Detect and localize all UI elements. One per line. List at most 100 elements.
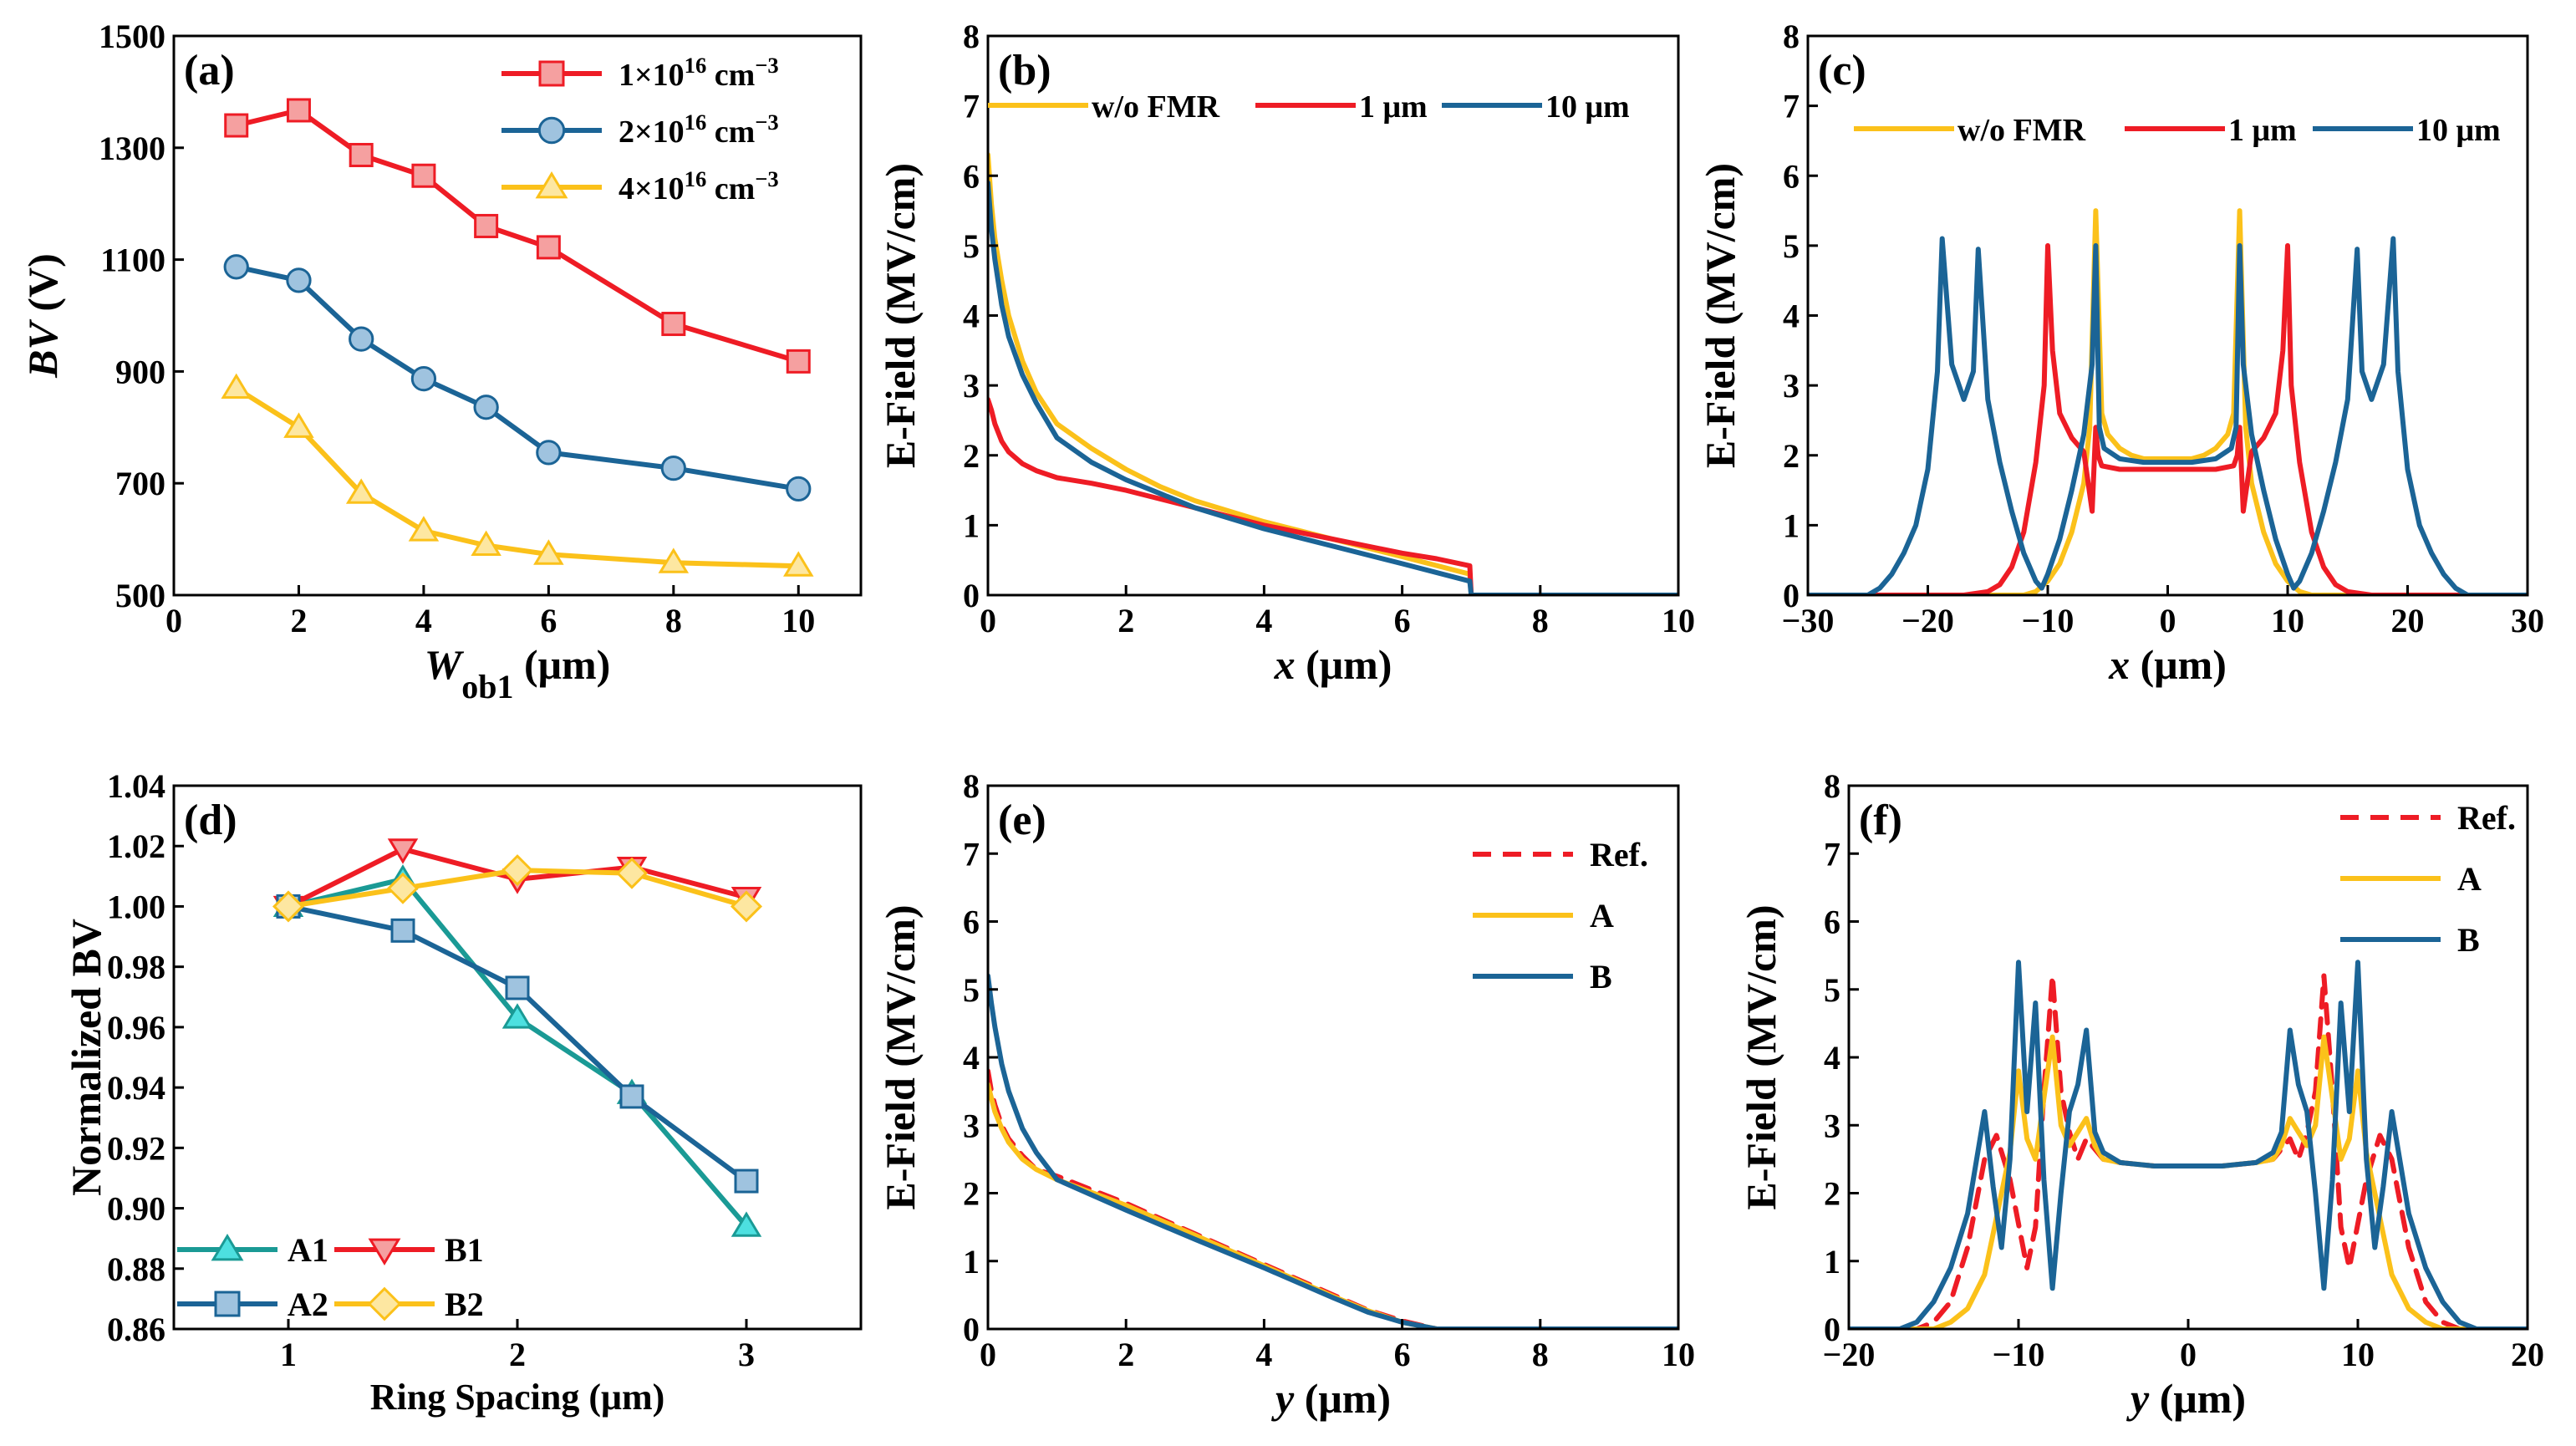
x-tick-label: 2: [509, 1336, 526, 1373]
y-tick-label: 0.86: [107, 1311, 165, 1348]
legend: w/o FMR 1 μm 10 μm: [988, 89, 1630, 125]
series-line-410-2: [233, 385, 802, 569]
y-axis-label: E-Field (MV/cm): [877, 163, 924, 468]
y-axis-label: E-Field (MV/cm): [877, 904, 924, 1209]
legend-label: w/o FMR: [1092, 89, 1220, 125]
data-point: [658, 547, 690, 573]
legend-label: A1: [288, 1231, 328, 1269]
legend-label: B: [1590, 958, 1612, 995]
panel-a: 0 2 4 6 8 10 500 700 900 1100 1300 1500 (a) Wob1 (μm)…: [19, 18, 863, 705]
y-tick-label: 2: [1783, 437, 1800, 475]
x-axis-label: Ring Spacing (μm): [370, 1377, 665, 1418]
data-point: [473, 395, 499, 420]
x-tick-label: 2: [1117, 1336, 1134, 1373]
series-line-210-1: [233, 264, 802, 491]
y-tick-label: 1300: [99, 130, 165, 167]
y-tick-label: 5: [963, 971, 980, 1009]
legend-label: 10 μm: [1545, 89, 1630, 125]
y-tick-label: 7: [1783, 88, 1800, 125]
x-tick-label: 4: [1255, 602, 1272, 639]
y-tick-label: 3: [1783, 367, 1800, 405]
series-group: [1808, 208, 2528, 595]
data-point: [386, 872, 420, 904]
data-point: [410, 365, 437, 392]
legend-label: 4×1016 cm−3: [619, 166, 779, 206]
series-line-a2-2: [286, 904, 749, 1184]
series-line-a-1: [1849, 1034, 2528, 1329]
panel-label: (a): [184, 47, 235, 94]
x-axis-label: x (μm): [1274, 641, 1392, 688]
y-tick-label: 0: [1824, 1311, 1840, 1348]
data-point: [786, 349, 811, 374]
data-point: [408, 516, 440, 542]
y-tick-label: 3: [963, 367, 980, 405]
y-tick-label: 7: [963, 88, 980, 125]
panel-b: 0 2 4 6 8 10 0 1 2 3 4 5 6 7 8 (b) x (μm) E-Field (MV/cm)…: [877, 18, 1695, 688]
y-tick-label: 1.02: [107, 827, 165, 865]
y-tick-label: 1100: [100, 242, 165, 279]
y-tick-label: 0.96: [107, 1009, 165, 1046]
y-tick-label: 1: [1824, 1243, 1840, 1281]
x-tick-label: 8: [665, 602, 682, 639]
data-point: [501, 1003, 533, 1029]
x-tick-label: 1: [280, 1336, 297, 1373]
data-point: [536, 440, 562, 466]
x-tick-label: 10: [781, 602, 815, 639]
legend: w/o FMR 1 μm 10 μm: [1854, 113, 2501, 148]
legend-label: Ref.: [1590, 836, 1648, 873]
x-tick-label: 0: [2160, 602, 2176, 639]
legend-label: A2: [288, 1286, 328, 1323]
legend-label: B: [2457, 921, 2480, 959]
y-axis-label: E-Field (MV/cm): [1697, 163, 1744, 468]
legend-marker: [538, 60, 565, 87]
x-axis-label: Wob1 (μm): [425, 641, 611, 705]
legend-label: B2: [445, 1286, 484, 1323]
series-group: [221, 98, 814, 577]
panel-e: 0 2 4 6 8 10 0 1 2 3 4 5 6 7 8 (e) y (μm) E-Field (MV/cm)…: [877, 767, 1695, 1422]
data-point: [730, 890, 763, 923]
y-tick-label: 1: [1783, 507, 1800, 544]
legend-label: 1×1016 cm−3: [619, 53, 779, 93]
x-tick-label: 10: [2341, 1336, 2375, 1373]
y-tick-label: 500: [115, 577, 165, 614]
y-tick-label: 0.90: [107, 1190, 165, 1228]
x-tick-label: 0: [165, 602, 182, 639]
legend-marker: [367, 1286, 402, 1321]
legend: Ref. AB: [2340, 799, 2516, 959]
y-tick-label: 0: [963, 577, 980, 614]
series-group: [988, 973, 1678, 1329]
x-tick-label: −10: [2022, 602, 2075, 639]
data-point: [533, 539, 564, 565]
x-tick-label: 2: [1117, 602, 1134, 639]
legend-label: 10 μm: [2416, 113, 2501, 148]
y-tick-label: 6: [963, 904, 980, 941]
data-point: [536, 235, 561, 260]
data-point: [387, 838, 419, 864]
y-tick-label: 1500: [99, 18, 165, 55]
panel-label: (f): [1859, 797, 1902, 844]
legend-label: A: [2457, 860, 2482, 898]
y-tick-label: 8: [1783, 18, 1800, 55]
legend-label: w/o FMR: [1957, 113, 2086, 148]
data-point: [734, 1169, 759, 1194]
y-tick-label: 700: [115, 465, 165, 502]
series-line-1m-1: [988, 396, 1678, 595]
y-tick-label: 4: [1783, 298, 1800, 335]
y-tick-label: 7: [1824, 835, 1840, 873]
series-line-10m-2: [1808, 236, 2528, 595]
data-point: [283, 412, 314, 438]
legend-label: 1 μm: [1359, 89, 1428, 125]
x-tick-label: 10: [1662, 1336, 1695, 1373]
y-tick-label: 8: [1824, 767, 1840, 805]
x-axis-label: y (μm): [1271, 1375, 1391, 1422]
data-point: [411, 163, 436, 188]
x-tick-label: 10: [1662, 602, 1695, 639]
series-line-1m-1: [1808, 242, 2528, 595]
x-tick-label: 4: [415, 602, 432, 639]
y-tick-label: 3: [963, 1107, 980, 1144]
legend: A1 B1 A2 B2: [177, 1231, 484, 1323]
y-tick-label: 4: [963, 298, 980, 335]
series-line-wofmr-0: [988, 152, 1678, 595]
data-point: [619, 1084, 644, 1109]
